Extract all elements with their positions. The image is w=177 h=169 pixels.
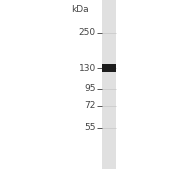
Bar: [102, 64, 116, 72]
Text: 250: 250: [79, 28, 96, 38]
Text: 130: 130: [79, 64, 96, 73]
Text: kDa: kDa: [71, 5, 88, 14]
Text: 95: 95: [84, 84, 96, 93]
Text: 72: 72: [85, 101, 96, 110]
Bar: [102, 0, 116, 169]
Text: 55: 55: [84, 123, 96, 132]
